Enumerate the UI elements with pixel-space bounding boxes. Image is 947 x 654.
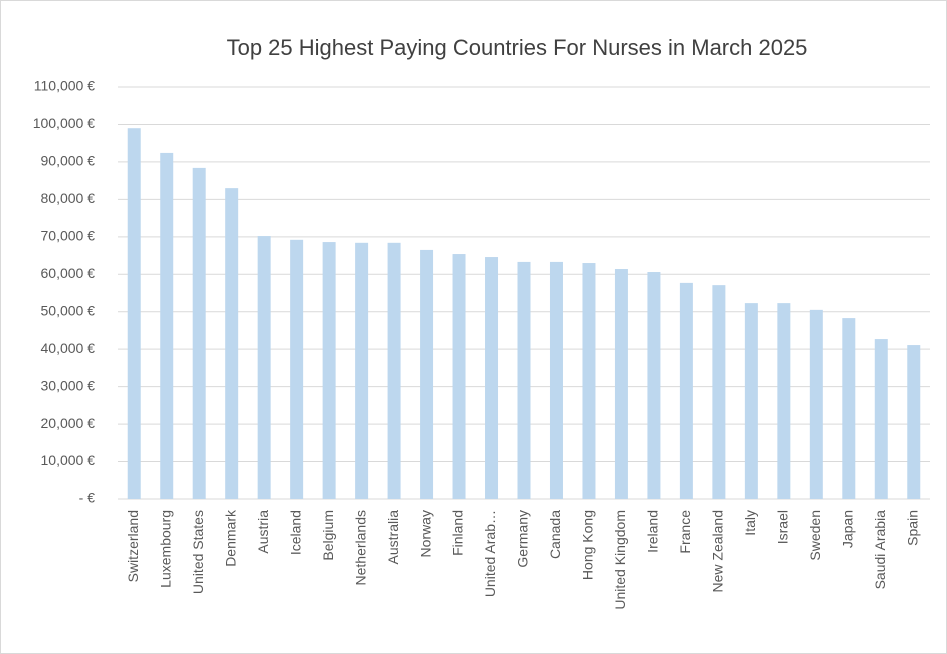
y-tick-label: 10,000 €	[41, 452, 96, 468]
bar	[290, 239, 304, 499]
bar	[355, 242, 369, 499]
bar	[614, 269, 628, 499]
bar	[679, 282, 693, 499]
bar	[549, 261, 563, 499]
x-tick-label: Netherlands	[352, 510, 368, 586]
bar	[160, 152, 174, 500]
bar	[485, 257, 499, 499]
bar	[322, 242, 336, 499]
bar	[907, 345, 921, 499]
y-tick-label: 110,000 €	[34, 78, 95, 94]
x-tick-label: Luxembourg	[157, 510, 173, 588]
x-tick-label: France	[677, 510, 693, 554]
bar	[420, 249, 434, 499]
bar	[777, 303, 791, 499]
x-tick-label: Norway	[417, 510, 433, 557]
x-tick-label: Hong Kong	[580, 510, 596, 580]
bar	[582, 263, 596, 499]
bar	[744, 303, 758, 499]
bar	[842, 318, 856, 499]
y-tick-label: 80,000 €	[41, 190, 96, 206]
x-tick-label: Spain	[904, 510, 920, 546]
x-tick-label: Germany	[515, 510, 531, 568]
bar	[712, 285, 726, 499]
x-tick-label: United States	[190, 510, 206, 594]
x-tick-label: Denmark	[222, 509, 238, 567]
y-tick-label: 60,000 €	[41, 265, 96, 281]
x-tick-label: Ireland	[645, 510, 661, 553]
bar	[874, 339, 888, 499]
bar	[192, 167, 206, 499]
x-tick-label: Israel	[775, 510, 791, 544]
x-tick-label: Sweden	[807, 510, 823, 561]
y-tick-label: - €	[79, 490, 96, 506]
y-tick-label: 40,000 €	[41, 340, 96, 356]
bar	[517, 261, 531, 499]
x-tick-label: Austria	[255, 510, 271, 554]
x-tick-label: Japan	[840, 510, 856, 548]
bar	[225, 188, 239, 500]
bar	[387, 242, 401, 499]
y-tick-label: 70,000 €	[41, 228, 96, 244]
y-tick-label: 30,000 €	[41, 377, 96, 393]
y-tick-label: 100,000 €	[33, 115, 95, 131]
bar	[809, 309, 823, 499]
bar	[452, 254, 466, 499]
bar	[257, 236, 271, 499]
x-tick-label: Canada	[547, 510, 563, 559]
y-tick-label: 20,000 €	[41, 415, 96, 431]
x-tick-label: United Kingdom	[612, 510, 628, 610]
x-tick-label: United Arab…	[482, 510, 498, 597]
y-tick-label: 90,000 €	[41, 153, 96, 169]
y-tick-label: 50,000 €	[41, 302, 96, 318]
x-tick-label: Saudi Arabia	[872, 510, 888, 590]
bar	[647, 272, 661, 499]
chart-title: Top 25 Highest Paying Countries For Nurs…	[227, 35, 808, 60]
x-tick-label: New Zealand	[710, 510, 726, 593]
x-tick-label: Iceland	[287, 510, 303, 555]
x-tick-label: Finland	[450, 510, 466, 556]
x-tick-label: Italy	[742, 510, 758, 536]
x-tick-label: Switzerland	[125, 510, 141, 582]
x-tick-label: Australia	[385, 510, 401, 565]
x-tick-label: Belgium	[320, 510, 336, 561]
bar	[127, 128, 141, 499]
